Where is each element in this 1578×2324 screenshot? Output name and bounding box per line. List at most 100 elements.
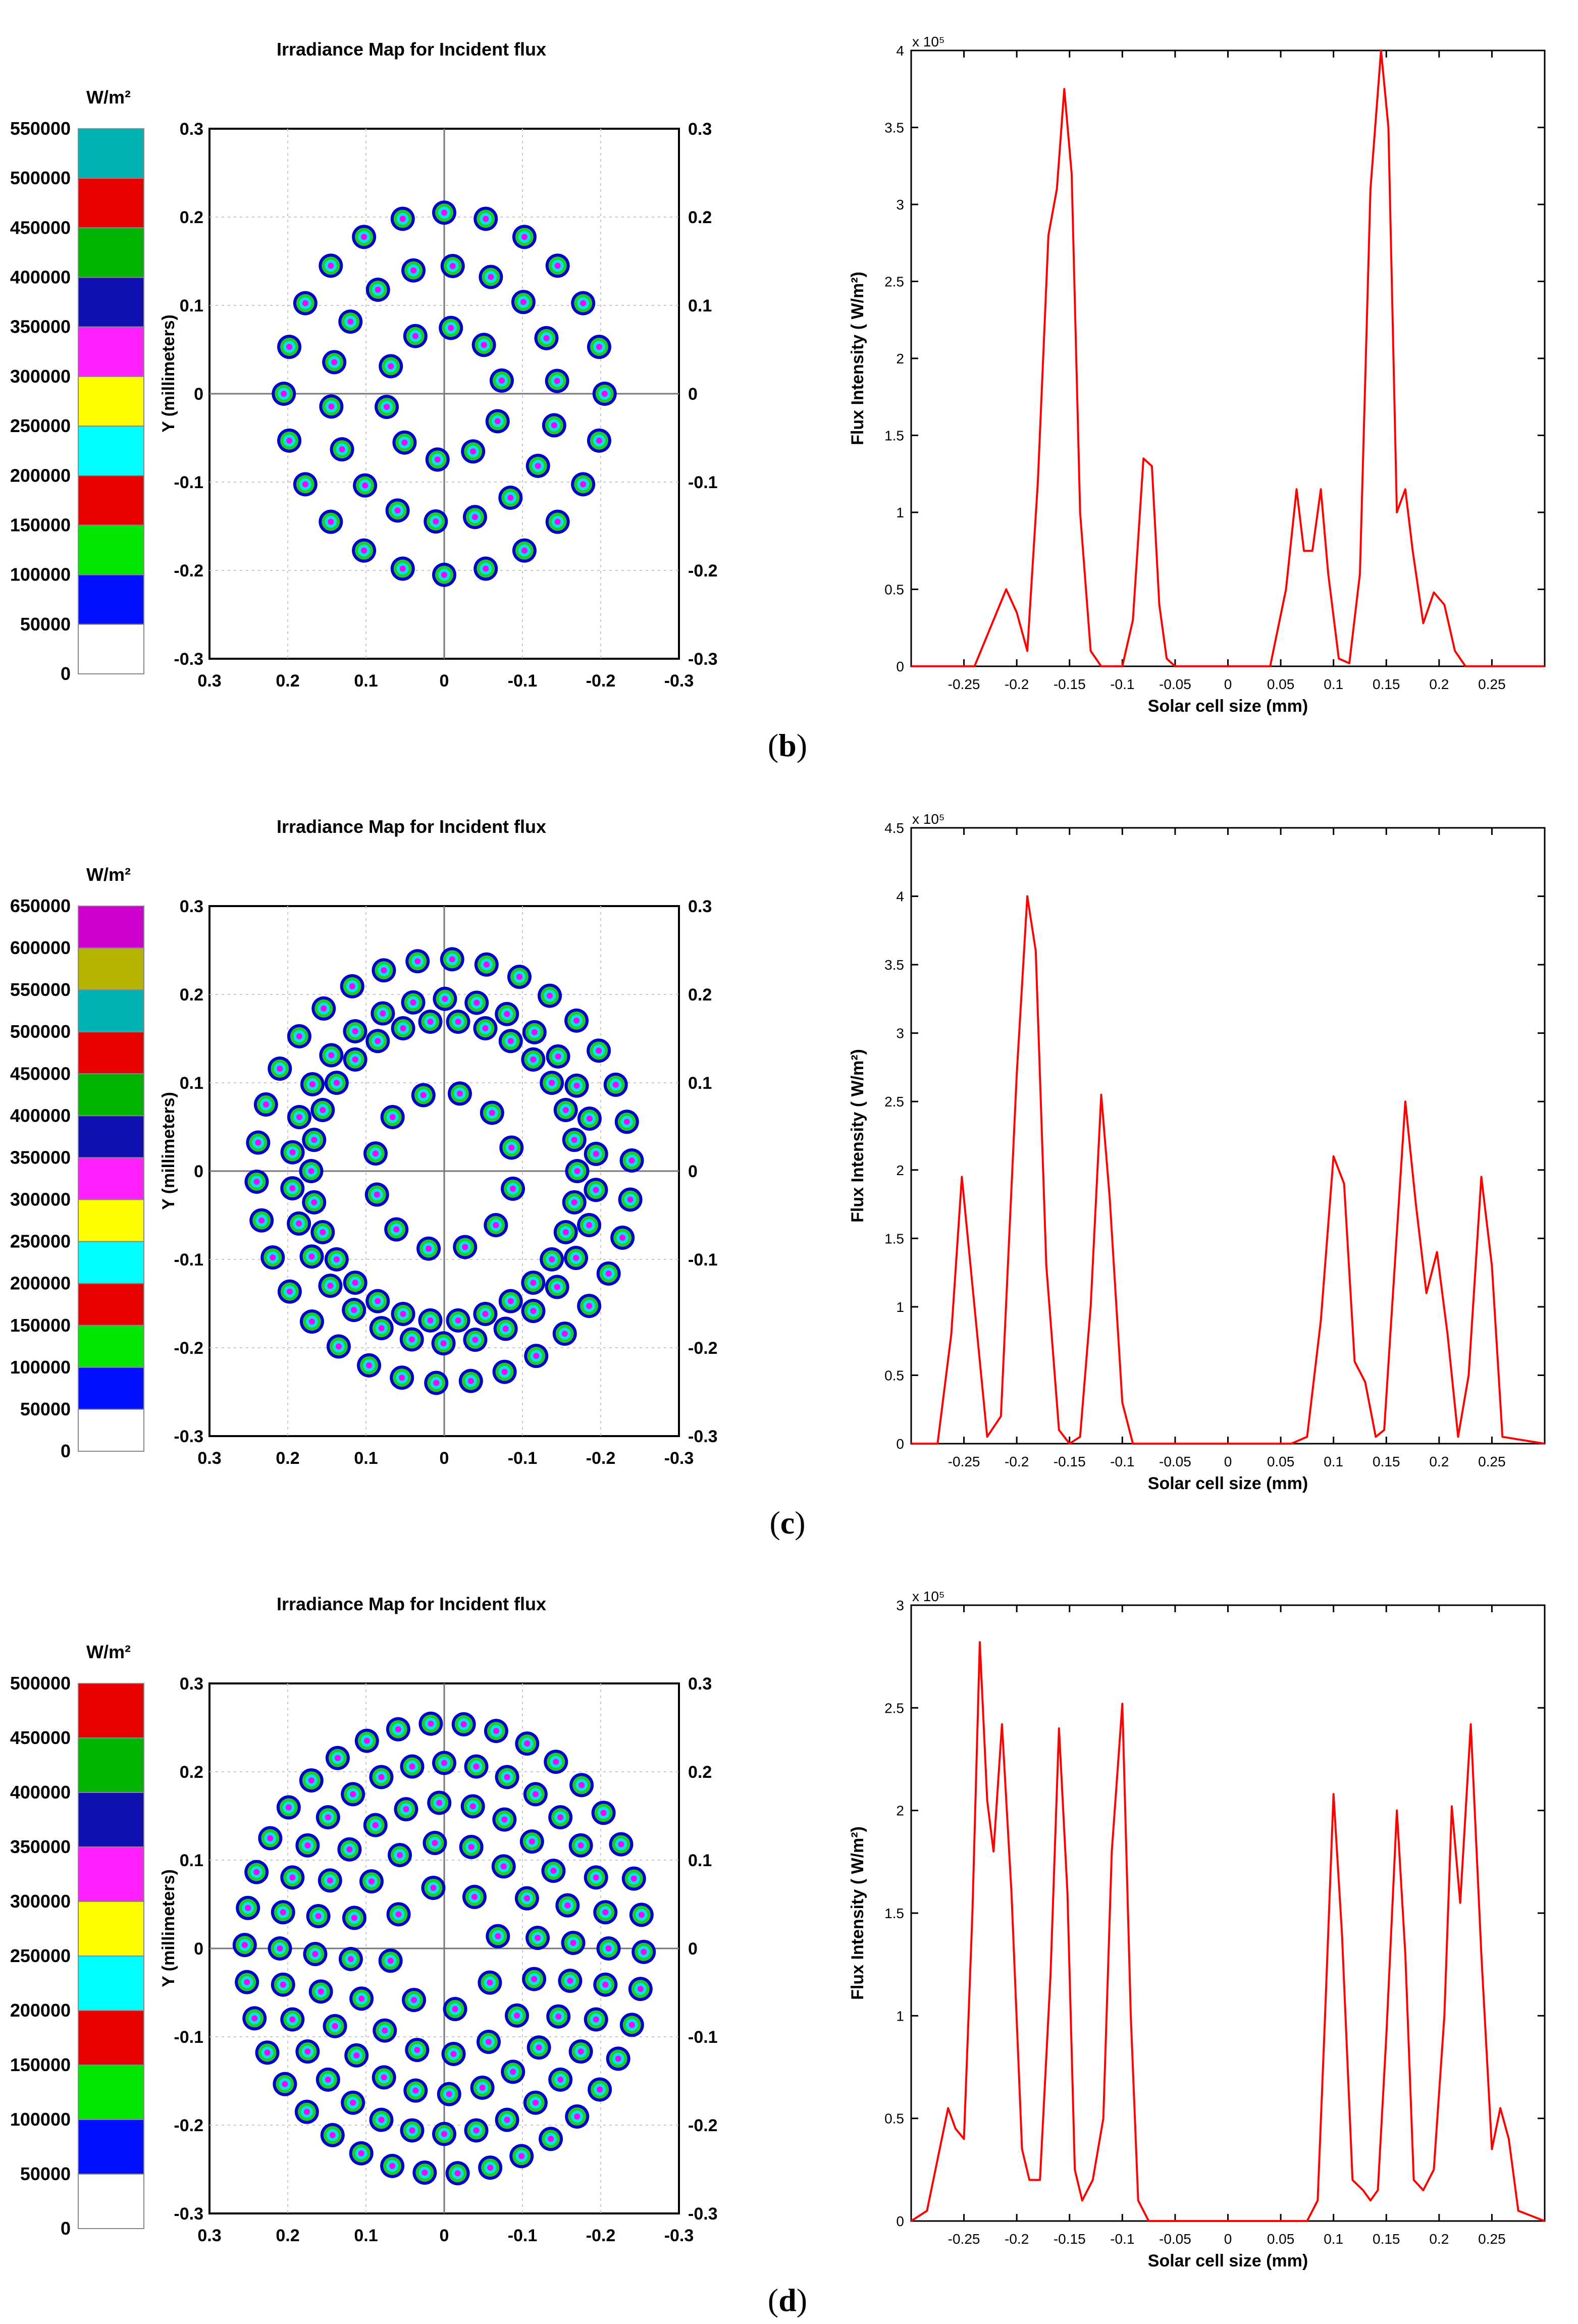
x-tick-label: -0.05 (1159, 2231, 1191, 2247)
flux-spot (504, 2117, 510, 2123)
flux-spot (586, 1222, 593, 1228)
flux-spot (615, 2055, 621, 2062)
map-y-tick-right: -0.2 (688, 561, 718, 580)
flux-spot (618, 1841, 624, 1847)
map-y-tick-right: -0.1 (688, 1250, 718, 1270)
flux-spot (508, 1144, 515, 1151)
map-y-tick-right: -0.1 (688, 2028, 718, 2047)
map-y-tick-right: 0.3 (688, 120, 712, 139)
flux-spot (571, 1137, 577, 1143)
flux-series-line (910, 1641, 1545, 2222)
map-title: Irradiance Map for Incident flux (277, 1594, 546, 1614)
map-y-tick-left: -0.2 (174, 1339, 203, 1358)
flux-spot (623, 1119, 630, 1125)
map-y-tick-left: 0.3 (180, 897, 203, 916)
x-tick-label: -0.25 (948, 2231, 980, 2247)
flux-spot (468, 1843, 475, 1850)
colorbar-label: 200000 (10, 2000, 71, 2021)
colorbar-cell (78, 426, 144, 477)
map-y-tick-left: 0 (194, 1939, 203, 1959)
map-y-tick-left: 0.3 (180, 1674, 203, 1694)
map-y-tick-left: 0.2 (180, 1763, 203, 1782)
flux-spot (304, 1842, 311, 1848)
flux-spot (286, 344, 293, 350)
flux-spot (410, 999, 416, 1006)
colorbar-label: 0 (61, 2218, 71, 2239)
flux-spot (430, 1884, 437, 1891)
y-tick-label: 0.5 (884, 582, 904, 598)
x-tick-label: 0.05 (1267, 676, 1295, 692)
colorbar-cell (78, 1901, 144, 1957)
map-y-tick-left: 0.1 (180, 296, 203, 315)
flux-spot (485, 2039, 492, 2045)
map-x-tick: 0.1 (354, 1449, 378, 1468)
y-tick-label: 2 (896, 1803, 904, 1819)
flux-spot (531, 1976, 538, 1982)
flux-spot (593, 2016, 599, 2023)
colorbar-label: 150000 (10, 2054, 71, 2075)
flux-spot (504, 1774, 510, 1780)
colorbar-label: 150000 (10, 1315, 71, 1336)
flux-spot (489, 1110, 495, 1116)
colorbar-label: 450000 (10, 217, 71, 238)
flux-spot (567, 1978, 573, 1984)
y-tick-label: 4 (896, 889, 904, 905)
flux-spot (436, 1800, 443, 1806)
flux-spot (395, 1911, 402, 1918)
colorbar-cell (78, 1366, 144, 1410)
flux-spot (389, 1114, 396, 1120)
flux-spot (507, 1038, 514, 1044)
flux-spot (483, 216, 489, 222)
flux-spot (550, 1868, 557, 1874)
flux-spot (400, 1310, 406, 1317)
colorbar-cell (78, 1157, 144, 1200)
map-y-tick-right: 0.1 (688, 296, 712, 315)
flux-spot (414, 958, 421, 965)
colorbar-label: 400000 (10, 1782, 71, 1803)
flux-spot (253, 1869, 260, 1875)
flux-spot (389, 2162, 396, 2169)
flux-spot (454, 2170, 461, 2177)
colorbar-label: 250000 (10, 1945, 71, 1966)
flux-spot (394, 507, 401, 514)
flux-spot (374, 1191, 380, 1198)
x-tick-label: 0.05 (1267, 2231, 1295, 2247)
flux-spot (350, 1791, 356, 1798)
flux-spot (536, 2044, 542, 2051)
map-y-tick-right: 0.1 (688, 1074, 712, 1093)
flux-spot (375, 287, 381, 293)
colorbar-label: 100000 (10, 2109, 71, 2130)
flux-spot (433, 518, 439, 525)
flux-spot (573, 1017, 580, 1024)
flux-spot (596, 1047, 602, 1054)
flux-spot (289, 1874, 296, 1881)
flux-spot (388, 363, 394, 369)
x-tick-label: 0 (1224, 1454, 1232, 1469)
map-x-tick: 0.3 (197, 2226, 221, 2245)
flux-spot (401, 439, 408, 446)
colorbar-cell (78, 1325, 144, 1368)
flux-spot (549, 1080, 555, 1086)
flux-spot (574, 2113, 581, 2120)
flux-spot (472, 1337, 479, 1343)
map-x-tick: 0.3 (197, 1449, 221, 1468)
flux-spot (325, 2076, 331, 2083)
colorbar-cell (78, 2065, 144, 2120)
flux-spot (244, 1979, 250, 1985)
colorbar-label: 250000 (10, 1231, 71, 1252)
flux-spot (332, 2023, 338, 2029)
panel-d-svg: Irradiance Map for Incident flux W/m² 5000… (10, 1589, 1546, 2270)
map-y-tick-right: -0.2 (688, 2116, 718, 2135)
colorbar-label: 100000 (10, 1357, 71, 1378)
colorbar-label: 50000 (20, 1399, 71, 1419)
map-x-tick: -0.3 (664, 2226, 694, 2245)
map-x-tick: 0.1 (354, 2226, 378, 2245)
flux-spot (543, 335, 550, 341)
plot-frame (910, 49, 1546, 667)
y-tick-label: 2.5 (884, 1700, 904, 1716)
y-tick-label: 0 (896, 1436, 904, 1452)
map-y-tick-right: 0.3 (688, 897, 712, 916)
flux-spot (555, 1053, 561, 1060)
x-axis-label: Solar cell size (mm) (1148, 697, 1308, 716)
flux-spot (282, 2081, 288, 2087)
